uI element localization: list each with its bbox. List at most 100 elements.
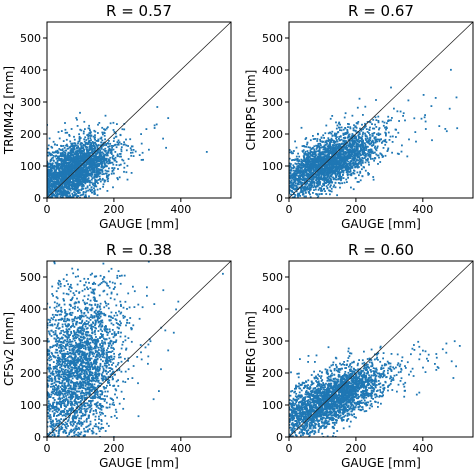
scatter-point xyxy=(360,128,363,131)
scatter-point xyxy=(94,138,96,141)
scatter-point xyxy=(337,167,340,170)
scatter-point xyxy=(358,166,360,168)
scatter-point xyxy=(97,173,100,176)
scatter-point xyxy=(71,187,73,190)
scatter-point xyxy=(293,178,295,181)
scatter-point xyxy=(294,194,297,196)
scatter-point xyxy=(119,155,121,158)
scatter-point xyxy=(63,183,66,186)
scatter-point xyxy=(57,152,59,154)
scatter-point xyxy=(73,148,76,151)
scatter-point xyxy=(141,151,144,154)
scatter-point xyxy=(113,172,115,175)
scatter-point xyxy=(86,134,89,136)
scatter-point xyxy=(445,130,448,133)
scatter-point xyxy=(341,160,343,163)
scatter-point xyxy=(99,155,101,158)
scatter-point xyxy=(92,143,95,146)
scatter-point xyxy=(96,144,98,147)
scatter-point xyxy=(69,189,72,192)
scatter-point xyxy=(76,189,79,192)
scatter-point xyxy=(53,169,56,172)
scatter-point xyxy=(84,182,87,185)
scatter-point xyxy=(89,141,92,144)
scatter-point xyxy=(292,188,295,190)
scatter-point xyxy=(72,146,74,149)
scatter-point xyxy=(341,170,344,173)
scatter-point xyxy=(327,152,330,155)
scatter-point xyxy=(391,151,393,154)
scatter-point xyxy=(83,149,85,152)
scatter-point xyxy=(113,167,116,169)
scatter-point xyxy=(74,189,77,191)
scatter-point xyxy=(93,176,96,179)
scatter-point xyxy=(76,164,78,166)
scatter-point xyxy=(71,188,74,191)
scatter-point xyxy=(295,158,298,161)
scatter-point xyxy=(100,146,103,149)
scatter-point xyxy=(78,179,81,182)
scatter-point xyxy=(367,139,370,142)
scatter-point xyxy=(49,179,52,182)
scatter-point xyxy=(77,173,80,175)
scatter-point xyxy=(98,152,101,155)
scatter-point xyxy=(305,137,308,139)
scatter-point xyxy=(340,168,342,170)
scatter-point xyxy=(205,151,208,153)
scatter-point xyxy=(315,148,318,150)
scatter-point xyxy=(386,150,389,152)
scatter-point xyxy=(87,135,90,138)
scatter-point xyxy=(347,149,350,152)
scatter-point xyxy=(341,182,343,185)
scatter-point xyxy=(47,192,50,195)
scatter-point xyxy=(61,176,64,179)
scatter-point xyxy=(162,137,164,140)
scatter-point xyxy=(129,138,132,141)
scatter-point xyxy=(313,189,315,191)
scatter-point xyxy=(344,146,346,148)
scatter-point xyxy=(73,138,76,141)
scatter-point xyxy=(299,195,301,197)
scatter-point xyxy=(57,131,60,133)
scatter-point xyxy=(87,161,90,164)
scatter-point xyxy=(108,173,110,176)
scatter-point xyxy=(335,149,337,152)
scatter-point xyxy=(357,138,360,141)
scatter-point xyxy=(395,136,397,138)
scatter-point xyxy=(312,171,315,174)
scatter-point xyxy=(376,154,379,157)
scatter-point xyxy=(308,183,310,186)
scatter-point xyxy=(84,169,87,172)
scatter-point xyxy=(87,154,90,156)
scatter-point xyxy=(338,169,341,172)
scatter-point xyxy=(360,159,363,161)
scatter-point xyxy=(53,175,56,177)
scatter-point xyxy=(49,190,52,193)
scatter-point xyxy=(95,161,98,164)
scatter-point xyxy=(346,166,348,168)
scatter-point xyxy=(334,171,337,173)
scatter-point xyxy=(78,182,81,185)
scatter-point xyxy=(91,173,94,176)
scatter-point xyxy=(63,189,66,192)
scatter-point xyxy=(75,158,78,161)
scatter-point xyxy=(68,164,71,167)
scatter-point xyxy=(66,190,69,193)
scatter-point xyxy=(70,145,73,148)
scatter-point xyxy=(79,194,82,197)
scatter-point xyxy=(49,164,52,167)
scatter-point xyxy=(77,158,80,160)
scatter-point xyxy=(306,143,308,146)
scatter-point xyxy=(73,135,75,138)
scatter-point xyxy=(53,189,56,191)
scatter-point xyxy=(82,168,85,171)
scatter-point xyxy=(48,170,51,172)
scatter-point xyxy=(334,147,336,150)
scatter-point xyxy=(77,147,80,149)
scatter-point xyxy=(360,143,363,146)
scatter-point xyxy=(344,147,347,150)
scatter-point xyxy=(47,182,49,184)
scatter-point xyxy=(322,176,325,179)
scatter-point xyxy=(85,162,87,164)
scatter-point xyxy=(87,170,90,172)
